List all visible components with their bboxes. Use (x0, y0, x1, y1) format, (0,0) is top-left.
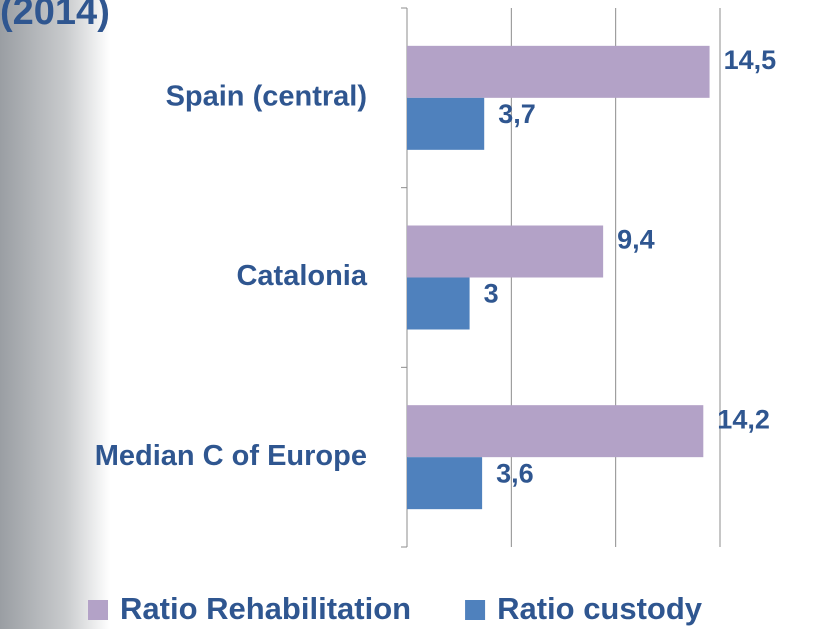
data-label: 14,2 (717, 404, 770, 434)
chart: (2014) Spain (central) 14,5 3,7 Catalonia 9,… (0, 0, 815, 629)
photo-background (0, 0, 110, 629)
bar (407, 457, 482, 509)
data-label: 9,4 (617, 225, 655, 255)
data-label: 3,7 (498, 99, 536, 129)
data-label: 3,6 (496, 458, 534, 488)
legend-swatch (88, 600, 108, 620)
legend-swatch (465, 600, 485, 620)
data-label: 3 (484, 279, 499, 309)
bar (407, 226, 603, 278)
chart-title: (2014) (0, 0, 110, 33)
bar (407, 278, 470, 330)
data-label: 14,5 (724, 45, 777, 75)
legend-label: Ratio Rehabilitation (120, 591, 411, 626)
bar (407, 46, 710, 98)
bar (407, 405, 703, 457)
y-tick-label: Catalonia (236, 260, 367, 292)
legend-label: Ratio custody (497, 591, 703, 626)
y-tick-label: Median C of Europe (95, 440, 367, 472)
bar (407, 98, 484, 150)
y-tick-label: Spain (central) (166, 80, 367, 112)
